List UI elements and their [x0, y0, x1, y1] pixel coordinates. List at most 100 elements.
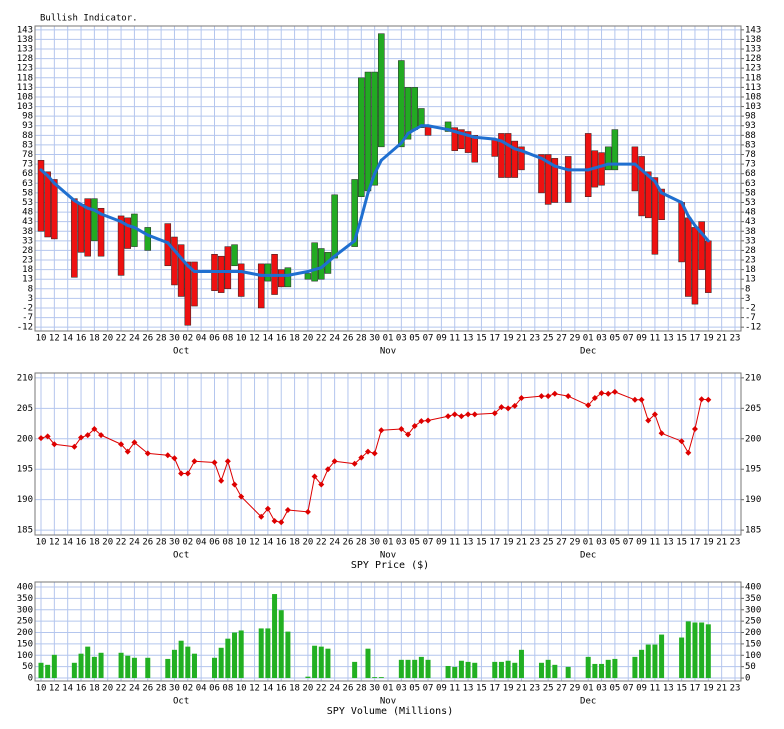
y-tick-label: 3 [28, 294, 33, 304]
y2-tick-label: 58 [745, 188, 756, 198]
down-bar [77, 204, 85, 253]
y2-tick-label: 108 [745, 92, 761, 102]
y2-tick-label: 18 [745, 265, 756, 275]
y2-tick-label: 3 [745, 294, 750, 304]
x-tick-label: 12 [249, 684, 260, 694]
price-marker [545, 393, 552, 400]
down-bar [645, 171, 652, 219]
x-tick-label: 10 [36, 684, 47, 694]
x-tick-label: 16 [76, 538, 87, 548]
up-bar [358, 77, 365, 197]
price-marker [518, 394, 525, 401]
y-tick-label: 400 [17, 583, 33, 593]
x-tick-label: 30 [369, 684, 380, 694]
price-marker [51, 441, 58, 448]
x-tick-label: 09 [436, 684, 447, 694]
x-tick-label: 10 [236, 334, 247, 344]
x-tick-label: 13 [663, 334, 674, 344]
x-tick-label: 15 [676, 684, 687, 694]
price-marker [318, 481, 325, 488]
x-tick-label: 02 [182, 334, 193, 344]
volume-bar [605, 659, 611, 679]
x-tick-label: 30 [169, 684, 180, 694]
x-tick-label: 25 [543, 334, 554, 344]
average-line [46, 174, 56, 185]
x-tick-label: 09 [636, 538, 647, 548]
up-bar [331, 194, 338, 259]
x-tick-label: 01 [383, 334, 394, 344]
x-tick-label: 14 [262, 684, 273, 694]
down-bar [598, 152, 605, 186]
price-marker [38, 435, 44, 442]
average-line [373, 158, 383, 176]
price-marker [591, 394, 598, 401]
price-line [267, 508, 276, 522]
price-line [427, 415, 449, 422]
volume-bar [352, 661, 358, 679]
price-marker [598, 390, 605, 397]
x-axis-title: SPY Price ($) [351, 560, 429, 571]
volume-bar [425, 659, 431, 679]
price-marker [471, 411, 478, 418]
down-bar [498, 133, 505, 178]
average-line [686, 214, 697, 227]
x-tick-label: 03 [596, 684, 607, 694]
x-tick-label: 24 [129, 538, 140, 548]
down-bar [51, 179, 58, 240]
x-tick-label: 14 [62, 684, 73, 694]
y2-tick-label: 400 [745, 583, 761, 593]
x-tick-label: 26 [142, 684, 153, 694]
volume-bar [592, 663, 598, 679]
y2-tick-label: -2 [745, 303, 756, 313]
x-tick-label: 13 [463, 334, 474, 344]
price-marker [425, 417, 432, 424]
x-tick-label: 18 [289, 334, 300, 344]
y-tick-label: 210 [17, 373, 33, 383]
x-tick-label: 26 [142, 334, 153, 344]
y-tick-label: -12 [17, 323, 33, 333]
volume-bar [85, 646, 91, 679]
price-line [320, 468, 329, 485]
price-marker [71, 443, 78, 450]
down-bar [71, 198, 78, 278]
average-line [366, 172, 377, 195]
price-marker [631, 396, 638, 403]
price-line [240, 496, 262, 518]
x-tick-label: 05 [409, 538, 420, 548]
y-tick-label: 113 [17, 83, 33, 93]
y2-tick-label: 0 [745, 674, 750, 684]
volume-bar [458, 660, 464, 679]
y-tick-label: 103 [17, 102, 33, 112]
down-bar [37, 160, 45, 232]
volume-bar [679, 637, 685, 679]
x-tick-label: 20 [102, 334, 113, 344]
price-marker [184, 470, 191, 477]
x-tick-label: 10 [36, 334, 47, 344]
x-tick-label: 09 [436, 334, 447, 344]
y-tick-label: 250 [17, 617, 33, 627]
y-tick-label: 33 [22, 236, 33, 246]
x-tick-label: 07 [423, 684, 434, 694]
volume-bar [585, 656, 591, 679]
price-marker [364, 448, 371, 455]
y2-tick-label: 200 [745, 434, 761, 444]
price-marker [211, 459, 218, 466]
down-bar [458, 129, 465, 150]
up-bar [144, 227, 152, 251]
down-bar [171, 236, 178, 286]
up-bar [411, 87, 418, 130]
y-tick-label: 108 [17, 92, 33, 102]
volume-bar [38, 662, 44, 679]
volume-bar [178, 640, 184, 679]
price-marker [91, 426, 98, 433]
price-marker [311, 473, 318, 480]
x-tick-label: 10 [236, 538, 247, 548]
volume-bar [238, 630, 244, 679]
x-tick-label: 21 [716, 684, 727, 694]
y-tick-label: 68 [22, 169, 33, 179]
up-bar [604, 146, 612, 171]
average-line [519, 149, 543, 160]
y-tick-label: -2 [22, 303, 33, 313]
average-line [473, 135, 497, 141]
down-bar [224, 246, 232, 290]
